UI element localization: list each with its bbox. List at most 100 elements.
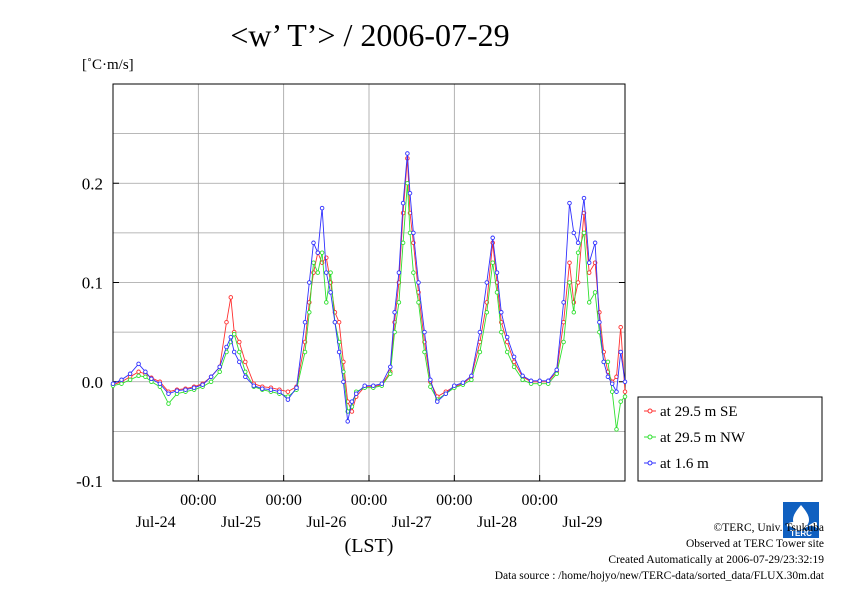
data-point (237, 359, 242, 365)
data-point (561, 319, 566, 325)
data-point (545, 378, 551, 384)
data-point (371, 383, 376, 388)
legend-swatch-marker (647, 434, 653, 440)
data-point (332, 319, 338, 325)
data-point (586, 300, 592, 305)
data-point (277, 389, 282, 394)
data-point (396, 270, 402, 275)
data-point (443, 391, 449, 396)
data-point (428, 384, 433, 389)
data-point (285, 389, 291, 394)
data-point (422, 329, 427, 335)
data-point (561, 339, 566, 345)
data-point (392, 310, 397, 315)
data-point (127, 377, 133, 383)
data-point (157, 381, 163, 386)
data-point (336, 319, 342, 325)
x-time-label: 00:00 (521, 492, 557, 509)
data-point (388, 371, 393, 377)
data-point (411, 230, 416, 236)
chart-title: <w’ T’> / 2006-07-29 (230, 17, 509, 53)
data-point (435, 399, 440, 404)
data-point (231, 349, 237, 355)
data-point (618, 324, 623, 330)
data-point (452, 383, 457, 388)
data-point (345, 419, 350, 424)
legend-label: at 29.5 m NW (660, 430, 746, 446)
data-point (224, 319, 229, 325)
legend: at 29.5 m SE at 29.5 m NW at 1.6 m (637, 396, 823, 482)
data-point (586, 260, 592, 265)
data-point (597, 310, 602, 315)
legend-label: at 29.5 m SE (660, 404, 738, 420)
data-point (307, 280, 312, 285)
data-point (586, 270, 592, 275)
data-point (469, 377, 474, 383)
data-point (416, 300, 421, 305)
data-point (511, 364, 517, 370)
data-point (208, 379, 214, 385)
data-point (411, 270, 416, 275)
data-point (581, 230, 587, 236)
series-group (110, 151, 628, 432)
data-point (609, 389, 615, 394)
data-point (575, 250, 581, 255)
data-point (302, 349, 308, 355)
x-date-label: Jul-27 (392, 514, 432, 531)
data-point (407, 190, 413, 196)
data-point (119, 377, 124, 383)
y-axis-ticks: -0.1 0.0 0.1 0.2 (76, 174, 625, 491)
data-point (349, 409, 355, 414)
data-point (136, 373, 141, 379)
data-point (362, 383, 367, 388)
data-point (315, 250, 321, 255)
data-point (592, 240, 598, 246)
y-tick-label: -0.1 (76, 472, 103, 491)
series-line (112, 153, 626, 422)
data-point (324, 270, 329, 275)
data-point (614, 427, 619, 432)
data-point (400, 210, 406, 216)
data-point (520, 373, 525, 379)
legend-label: at 1.6 m (660, 456, 709, 472)
data-point (622, 389, 628, 394)
data-point (231, 331, 237, 337)
terc-logo: TERC (783, 502, 819, 538)
y-tick-label: 0.2 (82, 174, 103, 193)
data-point (191, 385, 197, 390)
x-date-label: Jul-28 (477, 514, 517, 531)
data-point (328, 290, 333, 295)
data-point (618, 399, 623, 404)
data-point (307, 310, 312, 315)
data-point (260, 386, 265, 391)
data-point (237, 349, 242, 355)
x-date-label: Jul-29 (562, 514, 602, 531)
created-text: Created Automatically at 2006-07-29/23:3… (608, 554, 824, 566)
data-point (143, 374, 148, 380)
y-tick-label: 0.0 (82, 373, 103, 392)
data-point (294, 385, 299, 390)
data-point (217, 364, 222, 370)
data-point (200, 382, 205, 387)
data-point (319, 250, 325, 255)
data-point (228, 334, 234, 340)
data-point (166, 391, 171, 396)
data-point (319, 205, 325, 211)
data-point (324, 300, 329, 305)
data-point (520, 377, 525, 383)
data-point (405, 180, 410, 186)
data-point (605, 374, 611, 380)
legend-swatch-marker (647, 460, 653, 466)
x-date-label: Jul-26 (306, 514, 346, 531)
data-point (622, 379, 628, 385)
data-point (504, 349, 510, 355)
data-point (554, 371, 559, 377)
data-point (422, 349, 427, 355)
data-point (499, 310, 504, 315)
data-point (311, 260, 316, 265)
data-point (575, 280, 581, 285)
y-tick-label: 0.1 (82, 274, 103, 293)
data-point (592, 290, 598, 295)
data-point (618, 349, 623, 355)
